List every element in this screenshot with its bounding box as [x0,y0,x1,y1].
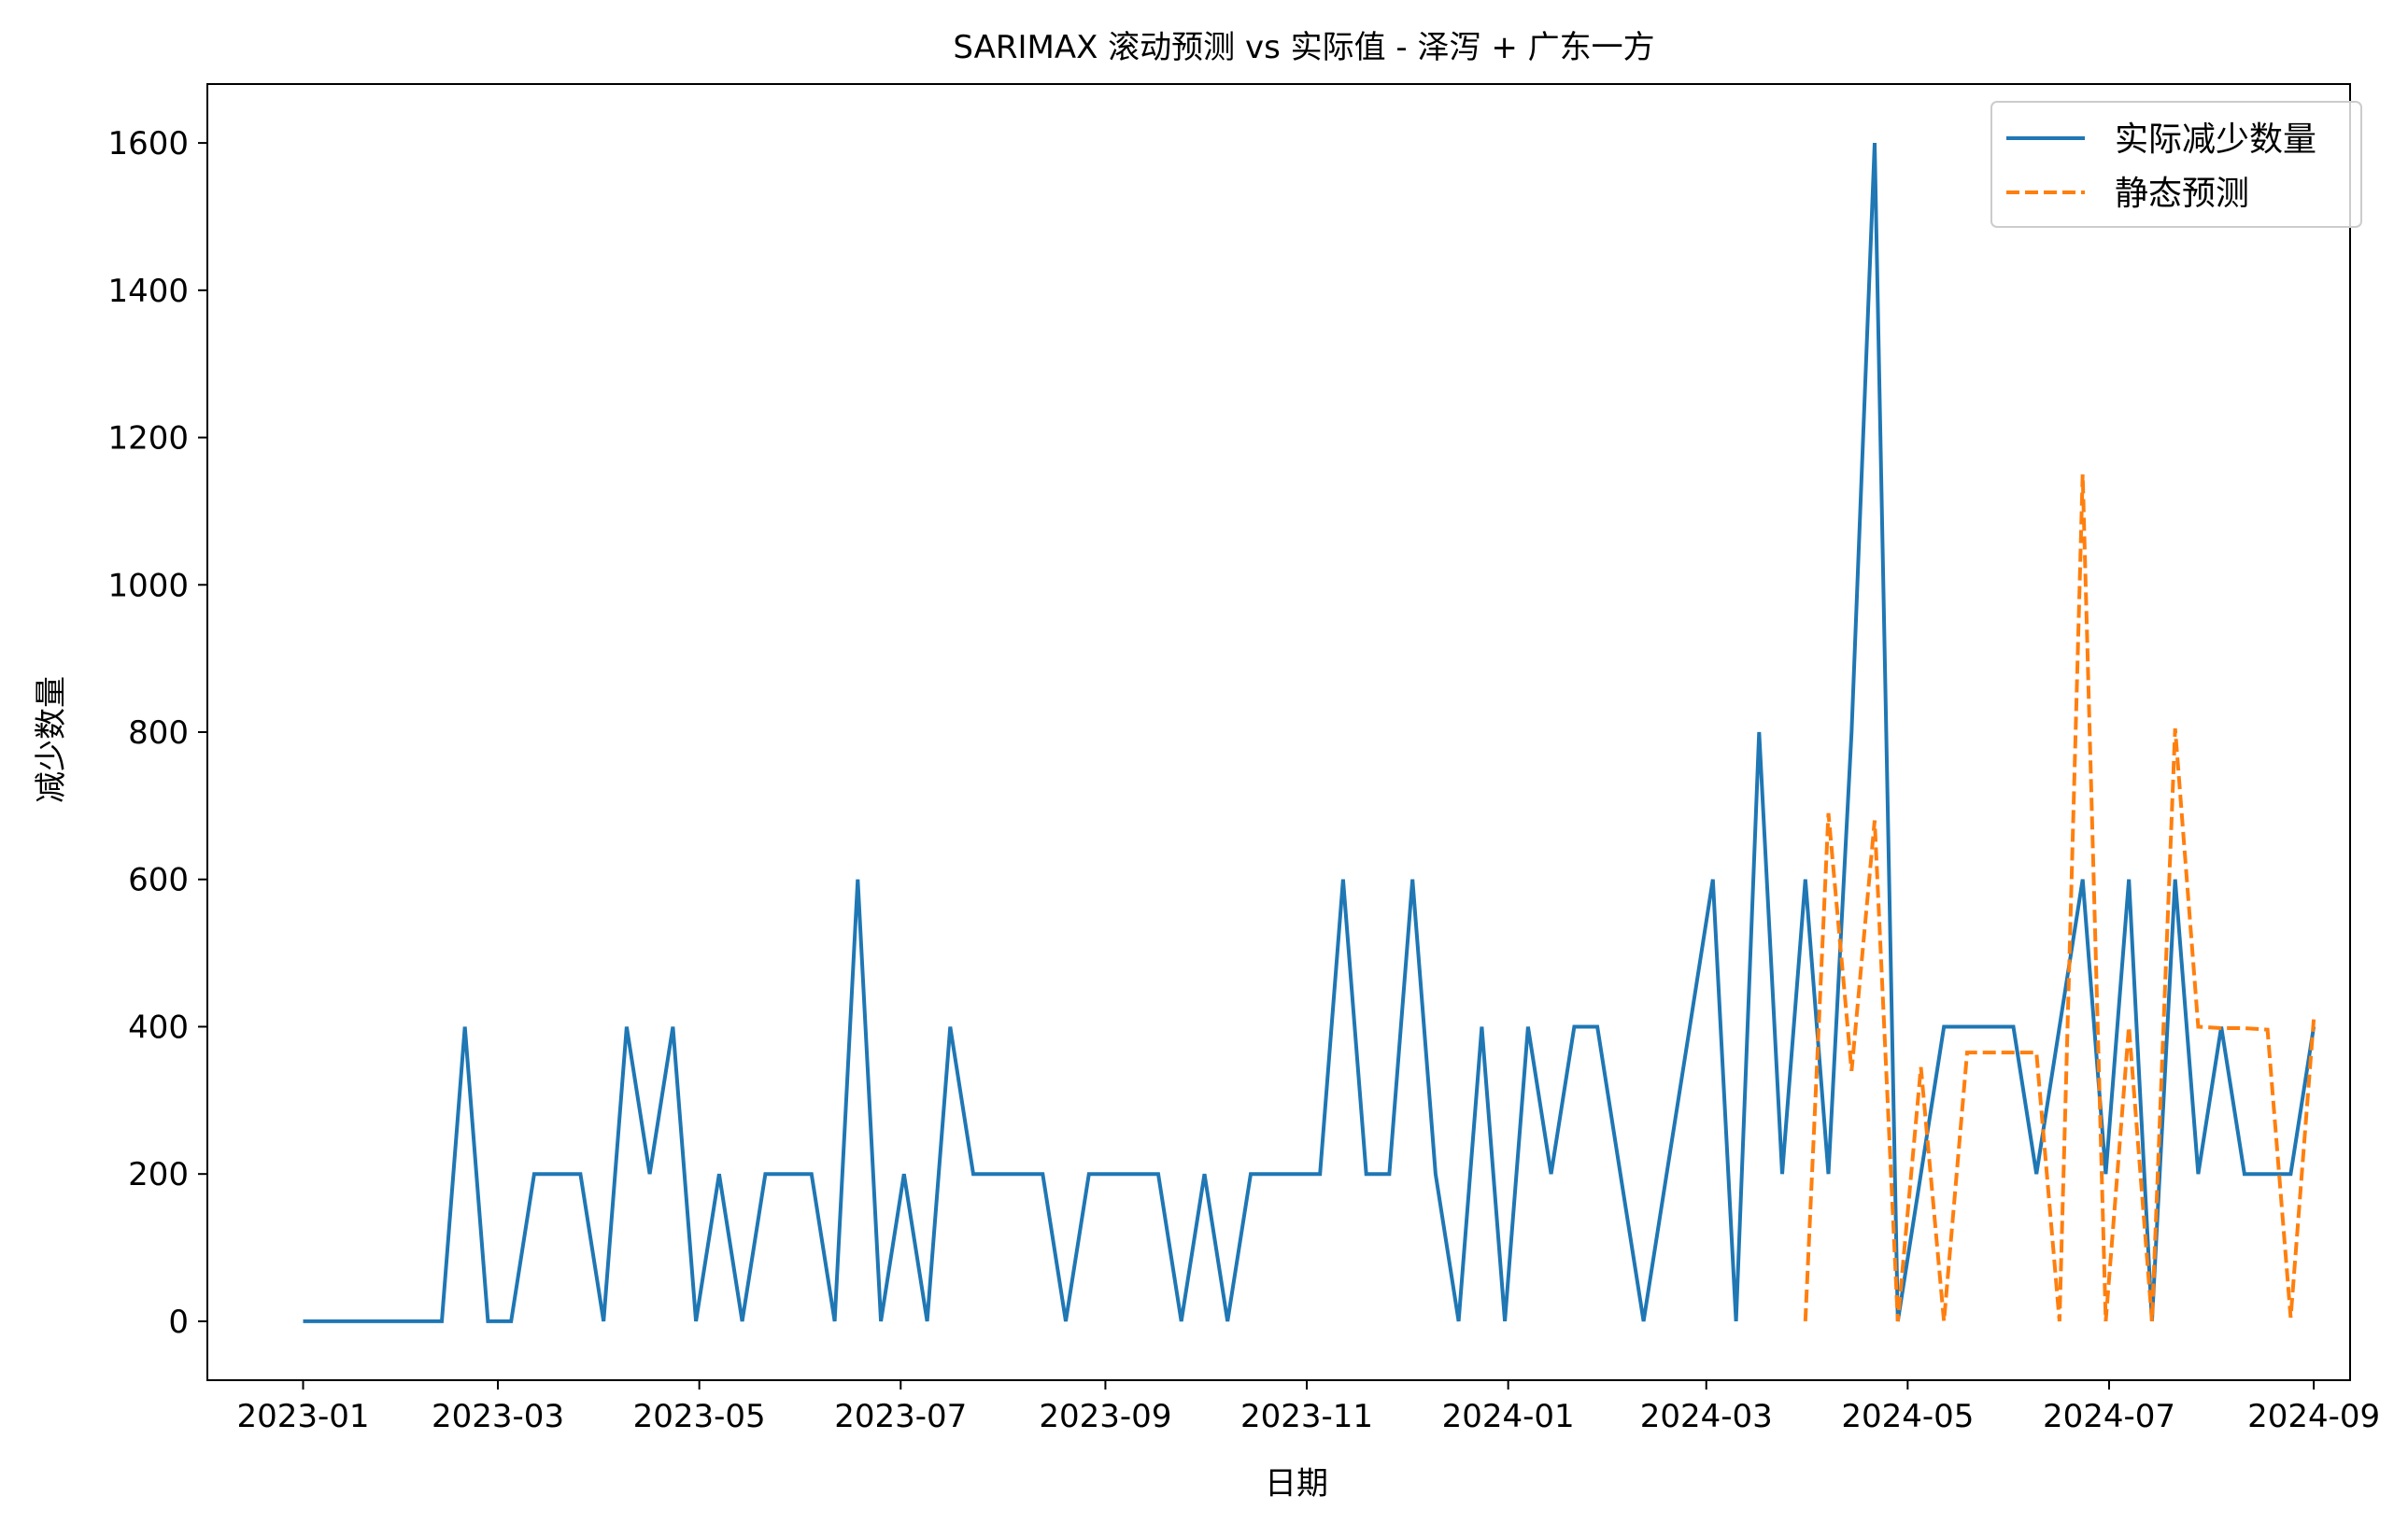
series-line-actual [303,143,2316,1323]
legend-box [1990,101,2362,228]
x-tick-label: 2024-01 [1442,1398,1575,1435]
y-tick-label: 600 [128,862,189,899]
y-tick-label: 1600 [107,125,189,162]
y-tick-label: 200 [128,1156,189,1193]
legend-label-forecast: 静态预测 [2115,175,2249,213]
series-line-forecast [1803,473,2316,1322]
x-tick-label: 2024-03 [1640,1398,1773,1435]
x-tick-label: 2023-05 [633,1398,766,1435]
x-tick-label: 2024-05 [1841,1398,1974,1435]
chart-title: SARIMAX 滚动预测 vs 实际值 - 泽泻 + 广东一方 [953,29,1654,66]
y-tick-label: 1200 [107,420,189,458]
x-axis-ticks: 2023-01 2023-03 2023-05 2023-07 2023-09 2023-… [236,1380,2380,1435]
y-axis-ticks: 0 200 400 600 800 1000 1200 1400 1600 [107,125,207,1341]
x-tick-label: 2024-07 [2043,1398,2175,1435]
series-layer [303,143,2316,1323]
y-tick-label: 1000 [107,567,189,604]
x-tick-label: 2024-09 [2247,1398,2380,1435]
y-tick-label: 800 [128,714,189,752]
x-axis-title: 日期 [1265,1465,1328,1503]
y-tick-label: 1400 [107,273,189,310]
legend: 实际减少数量 静态预测 [1990,101,2362,228]
x-tick-label: 2023-09 [1039,1398,1171,1435]
plot-area: 2023-01 2023-03 2023-05 2023-07 2023-09 2023-… [107,83,2380,1435]
x-tick-label: 2023-07 [834,1398,967,1435]
x-tick-label: 2023-11 [1240,1398,1373,1435]
x-tick-label: 2023-01 [236,1398,369,1435]
y-axis-title: 减少数量 [33,676,70,803]
y-tick-label: 0 [168,1304,189,1341]
legend-label-actual: 实际减少数量 [2115,120,2316,159]
y-tick-label: 400 [128,1009,189,1046]
x-tick-label: 2023-03 [432,1398,564,1435]
